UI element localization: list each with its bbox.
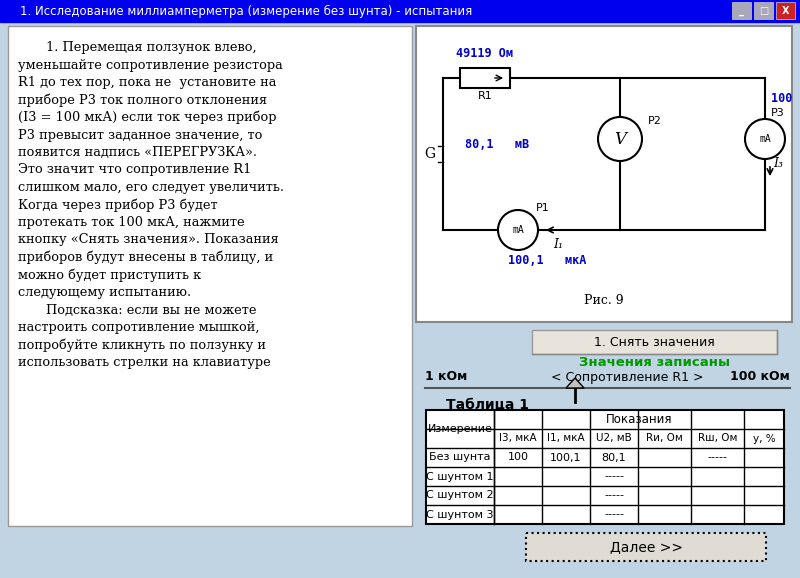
Text: -----: -----	[604, 472, 624, 481]
Bar	[732, 2, 751, 19]
Bar	[526, 533, 766, 561]
Text: < Сопротивление R1 >: < Сопротивление R1 >	[551, 370, 704, 383]
Text: протекать ток 100 мкА, нажмите: протекать ток 100 мкА, нажмите	[18, 216, 245, 229]
Circle shape	[598, 117, 642, 161]
Text: Показания: Показания	[606, 413, 672, 426]
Text: I3, мкА: I3, мкА	[499, 434, 537, 443]
Text: использовать стрелки на клавиатуре: использовать стрелки на клавиатуре	[18, 356, 270, 369]
Text: mA: mA	[759, 134, 771, 144]
Text: 1. Исследование миллиамперметра (измерение без шунта) - испытания: 1. Исследование миллиамперметра (измерен…	[20, 5, 472, 17]
Text: mA: mA	[512, 225, 524, 235]
Text: приборе P3 ток полного отклонения: приборе P3 ток полного отклонения	[18, 94, 267, 107]
Text: приборов будут внесены в таблицу, и: приборов будут внесены в таблицу, и	[18, 251, 274, 265]
Text: С шунтом 1: С шунтом 1	[426, 472, 494, 481]
Text: 1. Снять значения: 1. Снять значения	[594, 335, 715, 349]
Text: С шунтом 2: С шунтом 2	[426, 491, 494, 501]
Text: Без шунта: Без шунта	[430, 453, 490, 462]
Text: □: □	[759, 6, 768, 16]
Text: уменьшайте сопротивление резистора: уменьшайте сопротивление резистора	[18, 58, 282, 72]
Text: 49119 Ом: 49119 Ом	[457, 47, 514, 60]
Text: С шунтом 3: С шунтом 3	[426, 509, 494, 520]
Text: (I3 = 100 мкА) если ток через прибор: (I3 = 100 мкА) если ток через прибор	[18, 111, 277, 124]
Text: P1: P1	[536, 203, 550, 213]
Text: настроить сопротивление мышкой,: настроить сопротивление мышкой,	[18, 321, 259, 334]
Bar	[776, 2, 795, 19]
Text: 100 мкА: 100 мкА	[771, 92, 800, 106]
Text: Значения записаны: Значения записаны	[579, 355, 730, 369]
Text: P2: P2	[648, 116, 662, 126]
Text: U2, мВ: U2, мВ	[596, 434, 632, 443]
Bar	[532, 330, 777, 354]
Text: 80,1   мВ: 80,1 мВ	[465, 138, 529, 150]
Bar	[426, 410, 784, 524]
Text: слишком мало, его следует увеличить.: слишком мало, его следует увеличить.	[18, 181, 284, 194]
Text: следующему испытанию.: следующему испытанию.	[18, 286, 191, 299]
Bar	[460, 68, 510, 88]
Text: -----: -----	[604, 491, 624, 501]
Text: 100: 100	[507, 453, 529, 462]
Text: V: V	[614, 131, 626, 147]
Text: R1: R1	[478, 91, 492, 101]
Text: Измерение: Измерение	[427, 424, 493, 434]
Text: R1 до тех пор, пока не  установите на: R1 до тех пор, пока не установите на	[18, 76, 276, 89]
Text: 100,1   мкА: 100,1 мкА	[508, 254, 586, 267]
Text: попробуйте кликнуть по ползунку и: попробуйте кликнуть по ползунку и	[18, 339, 266, 352]
Text: -----: -----	[707, 453, 727, 462]
Text: I₃: I₃	[773, 157, 783, 170]
Text: G: G	[424, 147, 435, 161]
Polygon shape	[566, 378, 584, 388]
Text: 100,1: 100,1	[550, 453, 582, 462]
Text: P3 превысит заданное значение, то: P3 превысит заданное значение, то	[18, 128, 262, 142]
Text: 80,1: 80,1	[602, 453, 626, 462]
Text: у, %: у, %	[753, 434, 775, 443]
Text: Таблица 1: Таблица 1	[446, 398, 529, 412]
Text: кнопку «Снять значения». Показания: кнопку «Снять значения». Показания	[18, 234, 278, 246]
Text: P3: P3	[771, 108, 785, 118]
Text: 100 кОм: 100 кОм	[730, 370, 790, 383]
Text: -----: -----	[604, 509, 624, 520]
Text: 1. Перемещая ползунок влево,: 1. Перемещая ползунок влево,	[46, 41, 257, 54]
Text: Далее >>: Далее >>	[610, 540, 682, 554]
Bar	[0, 0, 800, 22]
Circle shape	[498, 210, 538, 250]
Text: появится надпись «ПЕРЕГРУЗКА».: появится надпись «ПЕРЕГРУЗКА».	[18, 146, 257, 159]
Text: Rш, Ом: Rш, Ом	[698, 434, 737, 443]
Text: Рис. 9: Рис. 9	[584, 294, 624, 306]
Text: Rи, Ом: Rи, Ом	[646, 434, 683, 443]
Text: _: _	[739, 6, 744, 16]
Text: 1 кОм: 1 кОм	[425, 370, 467, 383]
Text: I₁: I₁	[553, 238, 563, 251]
Text: Это значит что сопротивление R1: Это значит что сопротивление R1	[18, 164, 251, 176]
Text: Когда через прибор P3 будет: Когда через прибор P3 будет	[18, 198, 218, 212]
Text: Подсказка: если вы не можете: Подсказка: если вы не можете	[46, 303, 257, 317]
Text: I1, мкА: I1, мкА	[547, 434, 585, 443]
Text: можно будет приступить к: можно будет приступить к	[18, 269, 201, 282]
Bar	[8, 26, 412, 526]
Text: X: X	[782, 6, 790, 16]
Bar	[754, 2, 773, 19]
Circle shape	[745, 119, 785, 159]
Bar	[416, 26, 792, 322]
